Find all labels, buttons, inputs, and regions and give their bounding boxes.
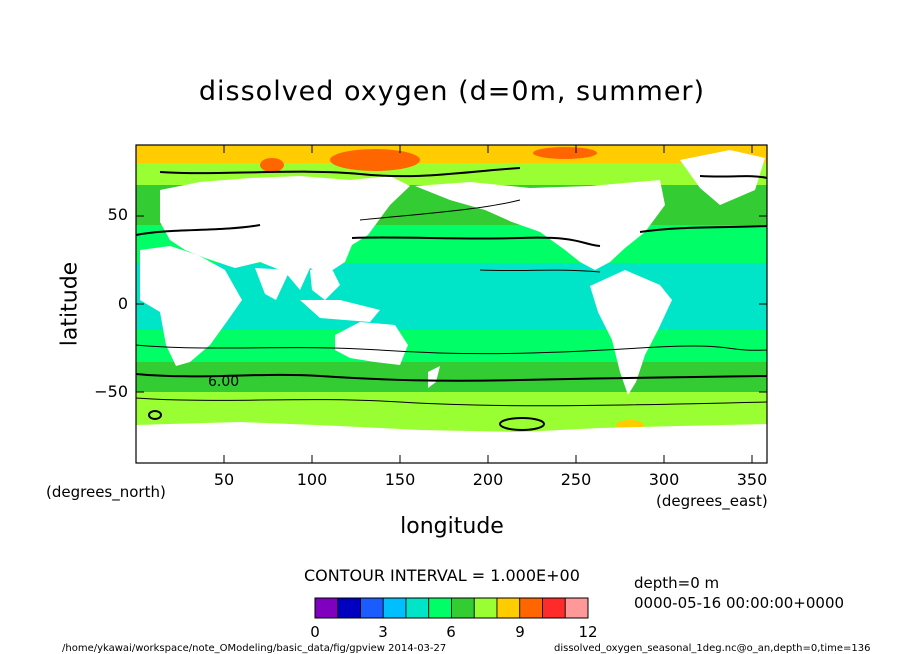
- contour-lines: [136, 167, 767, 431]
- arctic-max-patch: [260, 158, 284, 172]
- colorbar-label: 0: [310, 623, 320, 641]
- colorbar-cell: [473, 597, 498, 619]
- lon-tick-label: 50: [213, 470, 235, 489]
- lon-tick-label: 100: [296, 470, 328, 489]
- colorbar-cell: [564, 597, 589, 619]
- contour-lines-thin: [136, 199, 767, 407]
- colorbar-cell: [428, 597, 452, 619]
- lon-tick-label: 150: [384, 470, 416, 489]
- lon-ticks: [223, 145, 753, 463]
- footer-path: /home/ykawai/workspace/note_OModeling/ba…: [62, 643, 447, 654]
- depth-info: depth=0 m: [634, 574, 720, 592]
- lon-tick-label: 250: [560, 470, 592, 489]
- contour-interval-label: CONTOUR INTERVAL = 1.000E+00: [304, 566, 580, 585]
- colorbar-label: 3: [378, 623, 388, 641]
- colorbar-cell: [337, 597, 361, 619]
- time-info: 0000-05-16 00:00:00+0000: [634, 594, 845, 612]
- plot-title: dissolved oxygen (d=0m, summer): [198, 76, 706, 107]
- colorbar-cell: [542, 597, 566, 619]
- lon-tick-label: 350: [736, 470, 768, 489]
- lon-tick-label: 300: [648, 470, 680, 489]
- lat-tick-label: 50: [107, 205, 128, 224]
- lat-tick-label: 0: [117, 294, 128, 313]
- arctic-max-patch: [330, 149, 420, 171]
- lat-ticks: [136, 215, 767, 393]
- colorbar-cell: [519, 597, 543, 619]
- colorbar-label: 12: [578, 623, 597, 641]
- colorbar-cell: [451, 597, 475, 619]
- colorbar-cells: [314, 597, 589, 619]
- colorbar-label: 9: [515, 623, 525, 641]
- lon-tick-label: 200: [472, 470, 504, 489]
- colorbar-cell: [360, 597, 384, 619]
- band-arctic: [136, 145, 767, 163]
- colorbar-cell: [314, 597, 339, 619]
- lat-tick-label: −50: [94, 382, 128, 401]
- colorbar-cell: [382, 597, 407, 619]
- land-masses: [136, 150, 767, 463]
- lat-units-label: (degrees_north): [46, 483, 166, 501]
- colorbar-frame: [314, 597, 589, 619]
- lon-units-label: (degrees_east): [656, 492, 768, 510]
- contour-label: 6.00: [208, 374, 239, 390]
- colorbar: 0 3 6 9 12: [310, 597, 598, 641]
- colorbar-label: 6: [446, 623, 456, 641]
- arctic-max-patch: [533, 147, 597, 159]
- footer-source: dissolved_oxygen_seasonal_1deg.nc@o_an,d…: [554, 643, 871, 654]
- colorbar-cell: [405, 597, 430, 619]
- x-axis-label: longitude: [400, 514, 504, 539]
- colorbar-cell: [496, 597, 521, 619]
